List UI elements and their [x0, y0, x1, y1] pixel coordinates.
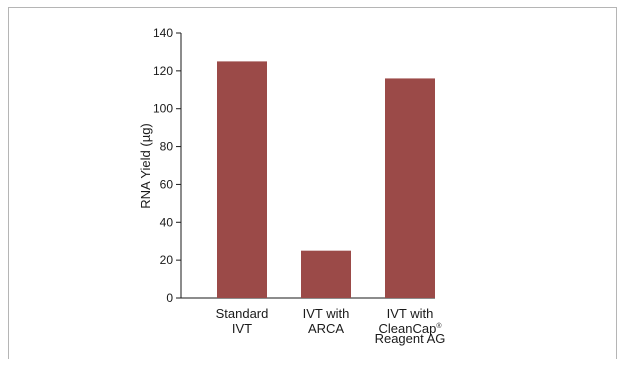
y-tick-label: 120 — [153, 64, 173, 78]
chart-bars — [217, 61, 435, 299]
y-tick-label: 100 — [153, 102, 173, 116]
y-tick-label: 80 — [160, 140, 174, 154]
y-axis-title: RNA Yield (µg) — [138, 123, 153, 209]
chart-frame — [8, 7, 617, 359]
x-tick-label: IVT with CleanCap® Reagent AG — [375, 306, 446, 346]
y-tick-label: 0 — [166, 291, 173, 305]
y-tick-label: 40 — [160, 215, 174, 229]
x-tick-label: IVT with ARCA — [303, 306, 350, 336]
y-tick-label: 60 — [160, 177, 174, 191]
y-tick-label: 140 — [153, 26, 173, 40]
x-tick-label: Standard IVT — [216, 306, 269, 336]
bar — [301, 250, 351, 298]
bar — [385, 78, 435, 298]
bar — [217, 61, 267, 299]
y-tick-label: 20 — [160, 253, 174, 267]
chart-labels: 0 20 40 60 80 100 120 140 Standard IVT IVT with ARC… — [153, 26, 445, 346]
